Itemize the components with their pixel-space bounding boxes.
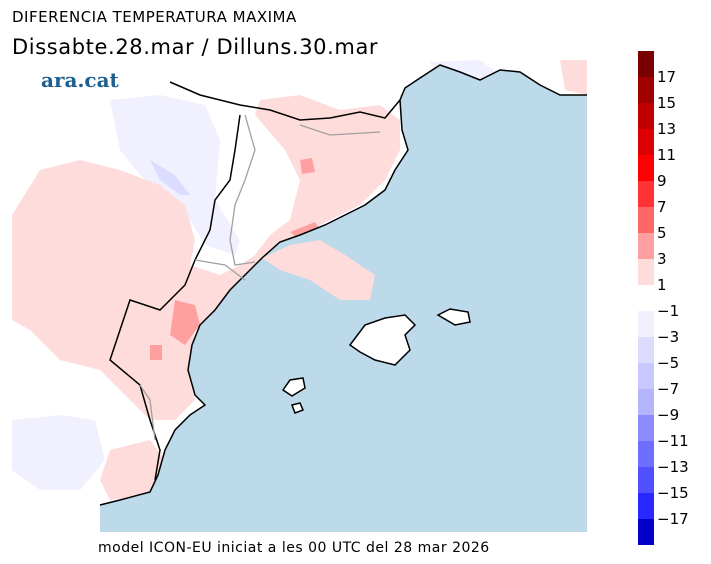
negative-anomaly-region xyxy=(12,415,105,490)
positive-anomaly-region xyxy=(300,158,315,174)
colorbar-tick-label: 7 xyxy=(657,198,667,216)
colorbar-tick-label: −5 xyxy=(657,354,680,372)
colorbar-segment xyxy=(638,467,654,493)
colorbar-tick-label: −17 xyxy=(657,510,689,528)
island-ibiza xyxy=(281,377,306,397)
colorbar-segment xyxy=(638,493,654,519)
country-border xyxy=(169,81,401,121)
colorbar-tick-label: −11 xyxy=(657,432,689,450)
colorbar-segment xyxy=(638,337,654,363)
colorbar-segment xyxy=(638,389,654,415)
positive-anomaly-region xyxy=(12,95,400,420)
colorbar-tick-label: 9 xyxy=(657,172,667,190)
colorbar-segment xyxy=(638,155,654,181)
region-border xyxy=(109,114,241,481)
province-border xyxy=(139,114,381,441)
colorbar-tick-label: −13 xyxy=(657,458,689,476)
colorbar-tick-label: −3 xyxy=(657,328,680,346)
colorbar-tick-label: 5 xyxy=(657,224,667,242)
colorbar-segment xyxy=(638,77,654,103)
colorbar-tick-label: −1 xyxy=(657,302,680,320)
colorbar-tick-label: 11 xyxy=(657,146,677,164)
map-title: DIFERENCIA TEMPERATURA MAXIMA xyxy=(12,8,297,26)
positive-anomaly-region xyxy=(170,300,200,345)
coastline xyxy=(99,64,587,506)
colorbar-tick-label: 1 xyxy=(657,276,667,294)
positive-anomaly-region xyxy=(100,440,165,500)
date-range-subtitle: Dissabte.28.mar / Dilluns.30.mar xyxy=(12,35,379,59)
colorbar-tick-label: 15 xyxy=(657,94,677,112)
colorbar-segment xyxy=(638,519,654,545)
colorbar-tick-label: 17 xyxy=(657,68,677,86)
island-menorca xyxy=(436,308,471,326)
colorbar-segment xyxy=(638,103,654,129)
ara-cat-logo: ara.cat xyxy=(41,68,119,92)
positive-anomaly-region xyxy=(262,240,375,300)
colorbar-segment xyxy=(638,233,654,259)
colorbar-segment xyxy=(638,181,654,207)
colorbar-segment xyxy=(638,129,654,155)
colorbar-segment xyxy=(638,207,654,233)
island-formentera xyxy=(291,402,304,414)
colorbar-tick-label: 13 xyxy=(657,120,677,138)
colorbar-segment xyxy=(638,441,654,467)
positive-anomaly-region xyxy=(150,345,162,360)
colorbar-tick-label: −15 xyxy=(657,484,689,502)
colorbar-tick-label: 3 xyxy=(657,250,667,268)
positive-anomaly-region xyxy=(560,60,587,95)
negative-anomaly-region xyxy=(150,160,190,195)
model-info-footer: model ICON-EU iniciat a les 00 UTC del 2… xyxy=(98,540,490,556)
colorbar-segment xyxy=(638,51,654,77)
colorbar-segment xyxy=(638,311,654,337)
colorbar-segment xyxy=(638,363,654,389)
colorbar-segment xyxy=(638,415,654,441)
colorbar-segment xyxy=(638,259,654,285)
island-mallorca xyxy=(348,314,417,366)
colorbar-tick-label: −9 xyxy=(657,406,680,424)
colorbar-tick-label: −7 xyxy=(657,380,680,398)
